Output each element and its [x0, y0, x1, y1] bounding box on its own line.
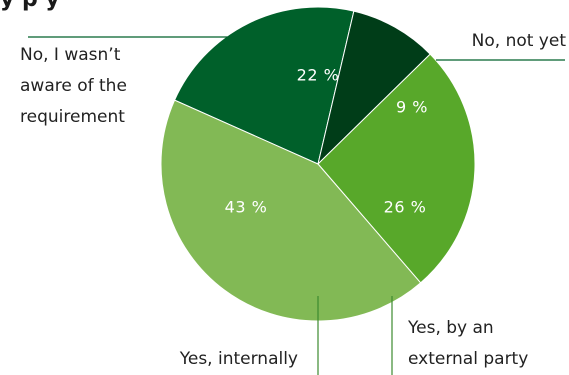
chart-title-fragment: y p y	[0, 0, 60, 12]
data-label-4: 43 %	[225, 198, 268, 217]
category-label-4-line-1: Yes, internally	[179, 349, 298, 369]
data-label-1: 22 %	[297, 66, 340, 85]
category-label-1-line-1: No, I wasn’t	[20, 45, 121, 65]
pie-slices	[160, 6, 476, 322]
leader-lines	[28, 36, 565, 375]
category-label-2-line-1: No, not yet	[472, 31, 567, 51]
pie-slice-1	[173, 6, 355, 165]
category-label-3-line-1: Yes, by an	[407, 318, 494, 338]
category-label-1-line-3: requirement	[20, 107, 125, 127]
pie-slice-4	[160, 99, 422, 322]
data-label-2: 9 %	[396, 98, 428, 117]
category-label-3-line-2: external party	[408, 349, 528, 369]
pie-slice-3	[317, 53, 476, 284]
slice-labels: 22 % No, I wasn’t aware of the requirement 9…	[20, 31, 566, 369]
category-label-1-line-2: aware of the	[20, 76, 127, 96]
pie-slice-2	[317, 10, 431, 166]
data-label-3: 26 %	[384, 198, 427, 217]
